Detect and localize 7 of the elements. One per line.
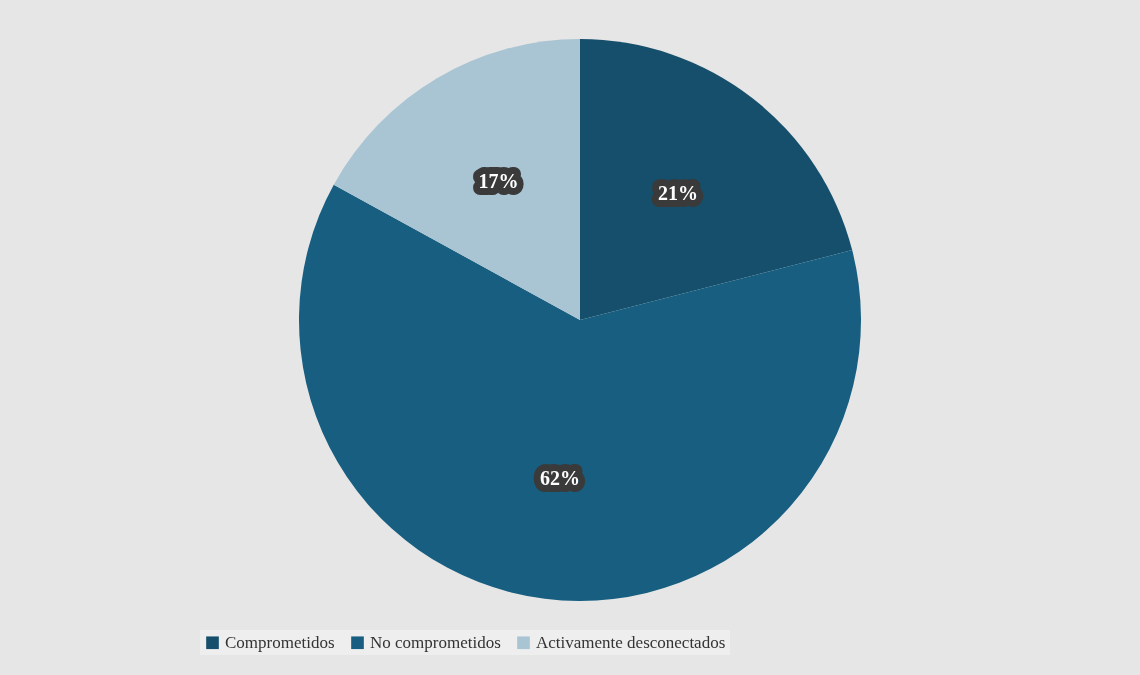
pie-slice	[333, 39, 580, 320]
legend-label: Comprometidos	[225, 632, 335, 652]
data-label: 21%	[658, 181, 699, 204]
pie-slice	[580, 39, 853, 320]
legend-label: Activamente desconectados	[536, 632, 726, 652]
data-label: 62%	[539, 466, 580, 489]
legend-label: No comprometidos	[370, 632, 501, 652]
